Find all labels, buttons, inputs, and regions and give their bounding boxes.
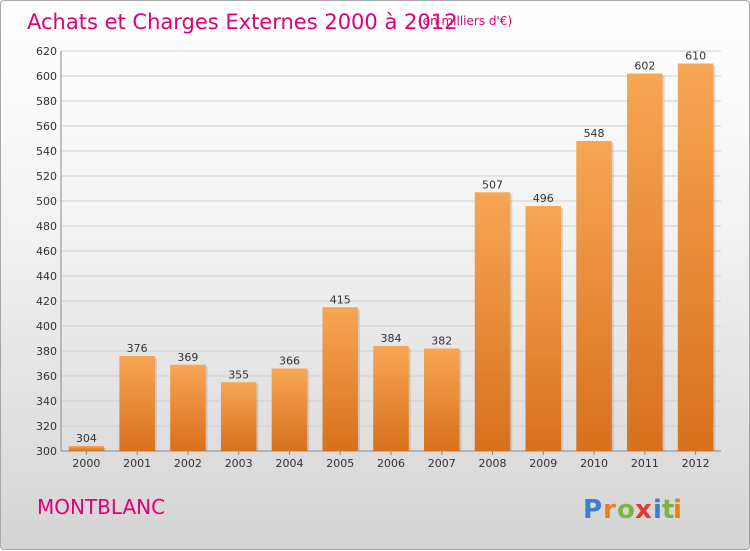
y-tick-label: 540 xyxy=(36,145,57,158)
data-label: 548 xyxy=(584,127,605,140)
y-tick-label: 360 xyxy=(36,370,57,383)
data-label: 366 xyxy=(279,355,300,368)
bar xyxy=(373,346,409,451)
x-tick-label: 2003 xyxy=(225,457,253,470)
data-label: 304 xyxy=(76,432,97,445)
logo-letter: P xyxy=(583,495,602,525)
chart-subtitle: (en milliers d'€) xyxy=(418,14,512,28)
bar xyxy=(322,307,358,451)
x-tick-label: 2011 xyxy=(631,457,659,470)
x-tick-label: 2004 xyxy=(275,457,303,470)
x-tick-label: 2000 xyxy=(72,457,100,470)
y-tick-label: 620 xyxy=(36,45,57,58)
y-tick-label: 480 xyxy=(36,220,57,233)
x-tick-label: 2012 xyxy=(682,457,710,470)
y-tick-label: 580 xyxy=(36,95,57,108)
bar xyxy=(627,73,663,451)
x-tick-label: 2008 xyxy=(479,457,507,470)
data-label: 382 xyxy=(431,335,452,348)
bar xyxy=(424,348,460,451)
bar xyxy=(525,206,562,451)
x-tick-label: 2006 xyxy=(377,457,405,470)
y-tick-label: 320 xyxy=(36,420,57,433)
x-tick-label: 2001 xyxy=(123,457,151,470)
bars: 304 376 369 355 366 415 384 382 507 496 548 602 610 xyxy=(68,50,716,451)
bar xyxy=(220,382,257,451)
logo-letter: i xyxy=(653,495,662,525)
bar xyxy=(677,63,714,451)
data-label: 507 xyxy=(482,178,503,191)
y-tick-label: 560 xyxy=(36,120,57,133)
data-label: 369 xyxy=(177,351,198,364)
logo-letter: o xyxy=(617,495,635,525)
y-tick-label: 500 xyxy=(36,195,57,208)
y-tick-label: 520 xyxy=(36,170,57,183)
data-label: 384 xyxy=(381,332,402,345)
bar xyxy=(68,446,105,451)
y-tick-label: 600 xyxy=(36,70,57,83)
y-tick-label: 300 xyxy=(36,445,57,458)
data-label: 376 xyxy=(127,342,148,355)
data-label: 610 xyxy=(685,50,706,63)
logo-letter: r xyxy=(603,495,616,525)
y-tick-label: 340 xyxy=(36,395,57,408)
bar xyxy=(271,368,308,451)
data-label: 602 xyxy=(634,60,655,73)
y-tick-label: 420 xyxy=(36,295,57,308)
bar xyxy=(576,141,612,451)
data-label: 415 xyxy=(330,293,351,306)
logo-letter: i xyxy=(673,495,682,525)
y-tick-label: 380 xyxy=(36,345,57,358)
y-tick-label: 460 xyxy=(36,245,57,258)
bar xyxy=(170,364,206,451)
logo-letter: t xyxy=(662,495,674,525)
commune-name: MONTBLANC xyxy=(37,495,165,519)
x-tick-label: 2010 xyxy=(580,457,608,470)
y-tick-label: 440 xyxy=(36,270,57,283)
logo-letter: x xyxy=(635,495,652,525)
x-tick-label: 2002 xyxy=(174,457,202,470)
y-tick-label: 400 xyxy=(36,320,57,333)
x-tick-label: 2009 xyxy=(529,457,557,470)
data-label: 355 xyxy=(228,368,249,381)
bar xyxy=(474,192,511,451)
data-label: 496 xyxy=(533,192,554,205)
x-tick-label: 2007 xyxy=(428,457,456,470)
chart-title: Achats et Charges Externes 2000 à 2012 xyxy=(27,10,457,34)
x-tick-label: 2005 xyxy=(326,457,354,470)
bar xyxy=(119,356,155,451)
